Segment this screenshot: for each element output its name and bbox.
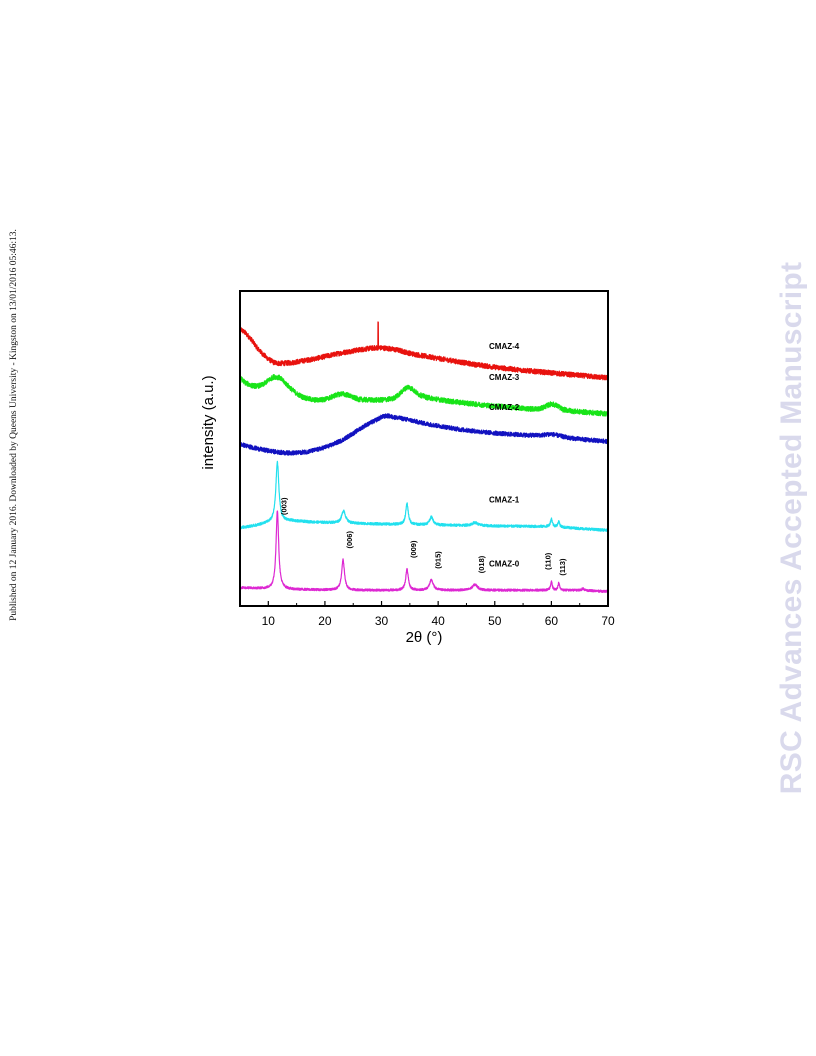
peak-label-layer: CMAZ-4 CMAZ-3 CMAZ-2 CMAZ-1 CMAZ-0 (003) (006)… <box>279 342 567 576</box>
peak-label: (110) <box>543 552 552 570</box>
series-label-cmaz-2: CMAZ-2 <box>489 403 520 412</box>
peak-label: (003) <box>279 497 288 515</box>
x-tick-label: 60 <box>545 614 559 628</box>
x-tick-label: 30 <box>375 614 389 628</box>
peak-label: (009) <box>409 540 418 558</box>
x-tick-label: 50 <box>488 614 502 628</box>
series-label-cmaz-0: CMAZ-0 <box>489 559 520 568</box>
x-tick-label: 10 <box>262 614 276 628</box>
series-label-cmaz-3: CMAZ-3 <box>489 373 520 382</box>
series-label-cmaz-1: CMAZ-1 <box>489 496 520 505</box>
x-tick-label: 20 <box>318 614 332 628</box>
x-tick-label: 40 <box>431 614 445 628</box>
peak-label: (006) <box>345 531 354 549</box>
series-cmaz-4-line <box>240 321 608 381</box>
series-cmaz-1-line <box>240 460 608 533</box>
peak-label: (018) <box>477 555 486 573</box>
series-label-cmaz-4: CMAZ-4 <box>489 342 520 351</box>
series-layer <box>240 321 608 594</box>
x-axis-label: 2θ (°) <box>406 629 443 646</box>
series-cmaz-0-line <box>240 510 608 594</box>
peak-label: (015) <box>433 551 442 569</box>
y-axis-label: intensity (a.u.) <box>200 375 217 469</box>
series-cmaz-3-line <box>240 373 608 417</box>
x-tick-label: 70 <box>601 614 615 628</box>
plot-frame <box>239 290 609 607</box>
series-cmaz-2-line <box>240 413 608 456</box>
peak-label: (113) <box>558 558 567 576</box>
x-axis: 10 20 30 40 50 60 70 <box>239 601 615 628</box>
